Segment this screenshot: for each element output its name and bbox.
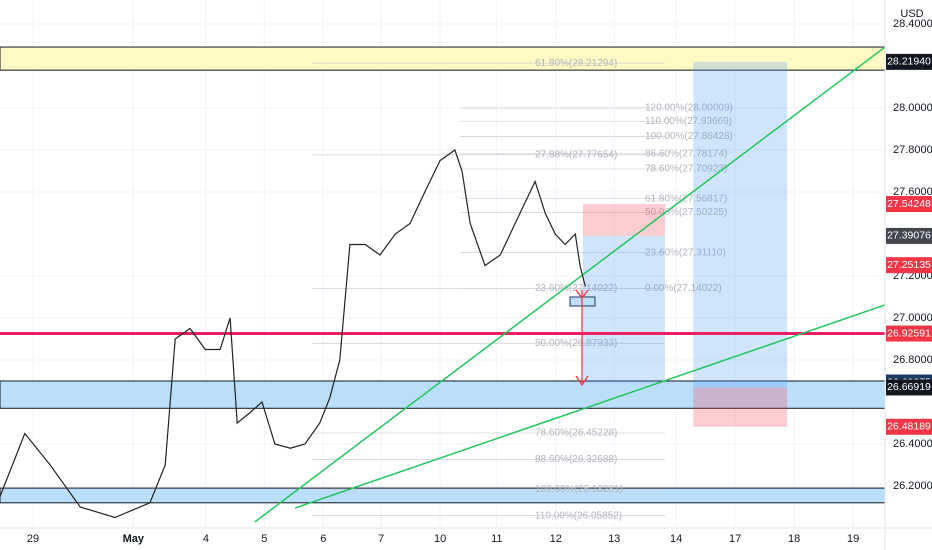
x-tick-label: 19: [847, 533, 859, 545]
price-tag-label: 26.48189: [887, 421, 931, 433]
x-tick-label: 29: [27, 533, 39, 545]
fib-label: 100.00%(26.18281): [535, 484, 623, 495]
fib-label: 78.60%(26.45228): [535, 428, 617, 439]
fib-label: 86.60%(27.78174): [645, 148, 727, 159]
price-tag: [886, 196, 932, 213]
fib-label: 50.00%(26.87933): [535, 338, 617, 349]
y-tick-label: 26.80000: [893, 354, 932, 366]
y-tick-label: 27.80000: [893, 144, 932, 156]
y-tick-label: 26.40000: [893, 438, 932, 450]
fib-label: 23.60%(27.31110): [645, 247, 726, 258]
x-tick-label: 4: [203, 533, 209, 545]
y-tick-label: 28.40000: [893, 18, 932, 30]
price-tag-label: 27.54248: [887, 198, 931, 210]
fib-label: 78.60%(27.70923): [645, 164, 727, 175]
x-tick-label: 6: [320, 533, 326, 545]
price-tag: [886, 227, 932, 244]
fib-label: 88.60%(26.32688): [535, 454, 617, 465]
trendline: [294, 304, 886, 509]
fib-label: 23.60%(27.14022): [535, 283, 617, 294]
fib-label: 110.00%(27.93669): [645, 116, 732, 127]
fib-label: 0.00%(27.14022): [645, 283, 722, 294]
fib-label: 50.00%(27.50225): [645, 207, 727, 218]
price-tag-label: 27.25135: [887, 259, 931, 271]
price-tag: [886, 418, 932, 435]
price-tag-label: 28.21940: [887, 56, 931, 68]
price-tag: [886, 257, 932, 274]
price-tag-label: 26.92591: [887, 327, 931, 339]
x-tick-label: 12: [550, 533, 562, 545]
currency-label: USD: [900, 8, 923, 20]
plot-area: 120.00%(28.00009) 110.00%(27.93669) 100.00…: [0, 0, 886, 528]
x-tick-label: 7: [378, 533, 384, 545]
fib-label: 61.80%(27.56817): [645, 193, 727, 204]
stop-box: [582, 204, 665, 236]
fib-label: 27.88%(27.77654): [535, 150, 617, 161]
x-tick-label: 5: [261, 533, 267, 545]
x-tick-label: 11: [491, 533, 502, 545]
stop-box: [693, 387, 788, 427]
price-tag-label: 27.39076: [887, 230, 931, 242]
price-tag: [886, 325, 932, 342]
y-tick-label: 27.00000: [893, 312, 932, 324]
price-tag: [886, 53, 932, 70]
price-tag-label: 26.66919: [887, 381, 931, 393]
x-tick-label: 10: [434, 533, 446, 545]
x-tick-label: 18: [788, 533, 800, 545]
y-tick-label: 27.60000: [893, 186, 932, 198]
fib-label: 110.00%(26.05852): [535, 510, 622, 521]
fib-label: 120.00%(28.00009): [645, 103, 733, 114]
arrow-head: [575, 289, 589, 300]
zone: [0, 487, 886, 504]
y-tick-label: 26.20000: [893, 480, 932, 492]
price-tag: [886, 379, 932, 396]
arrow-head: [575, 375, 589, 387]
target-box: [693, 61, 788, 388]
fib-label: 100.00%(27.86428): [645, 131, 733, 142]
target-box: [582, 235, 665, 383]
x-tick-label: 14: [670, 533, 682, 545]
price-line: [0, 149, 586, 519]
fib-label: 61.80%(28.21294): [535, 58, 617, 69]
x-tick-label: May: [123, 533, 145, 545]
x-tick-label: 13: [608, 533, 620, 545]
trendline: [254, 46, 886, 523]
x-tick-label: 17: [729, 533, 741, 545]
y-tick-label: 28.00000: [893, 102, 932, 114]
